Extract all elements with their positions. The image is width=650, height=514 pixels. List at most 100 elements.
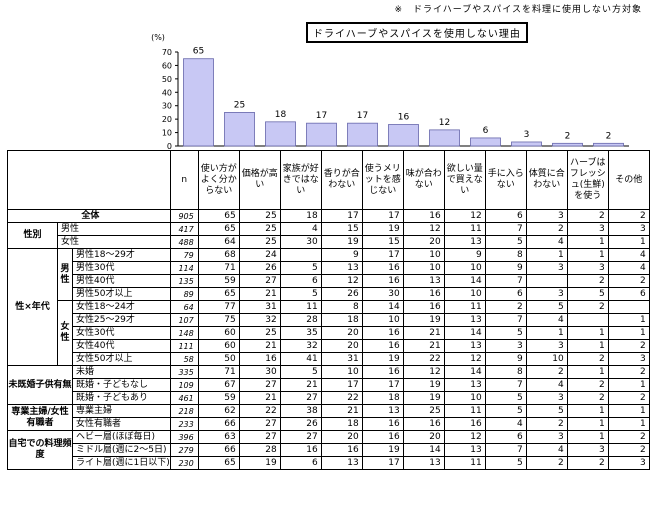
table-cell: 2: [566, 378, 609, 392]
table-cell: 2: [566, 391, 609, 405]
row-label: 専業主婦: [72, 404, 171, 418]
table-cell: 25: [238, 326, 281, 340]
table-cell: 4: [279, 222, 322, 236]
table-cell: 13: [443, 443, 486, 457]
table-cell: 32: [279, 339, 322, 353]
table-row: 女性50才以上 58 50 16 41 31 19 22 12 9 10 2 3: [8, 352, 650, 366]
table-cell: 50: [197, 352, 240, 366]
table-cell: 28: [279, 313, 322, 327]
table-cell: 26: [320, 287, 363, 301]
table-cell: 3: [525, 209, 568, 223]
table-cell: 2: [607, 209, 650, 223]
table-cell: 21: [238, 391, 281, 405]
row-label: 女性25～29才: [72, 313, 171, 327]
row-group-label: 未既婚子供有無: [7, 365, 73, 405]
table-cell: 16: [361, 261, 404, 275]
table-cell: 32: [238, 313, 281, 327]
y-tick-label: 40: [162, 88, 172, 97]
table-cell: 13: [402, 274, 445, 288]
row-n: 107: [169, 313, 199, 327]
table-cell: 16: [402, 287, 445, 301]
table-row: 既婚・子どもあり 461 59 21 27 22 18 19 10 5 3 2 2: [8, 391, 650, 405]
table-row: 女性 488 64 25 30 19 15 20 13 5 4 1 1: [8, 235, 650, 249]
bar: [470, 137, 501, 147]
table-cell: 21: [238, 339, 281, 353]
table-cell: 17: [320, 378, 363, 392]
y-tick-label: 10: [162, 129, 172, 138]
table-cell: 16: [361, 365, 404, 379]
table-cell: 3: [566, 443, 609, 457]
column-header: 家族が好きではない: [279, 150, 322, 210]
table-row: ライト層(週に1日以下) 230 65 19 6 13 17 13 11 5 2 2 3: [8, 456, 650, 470]
y-tick-label: 60: [162, 61, 172, 70]
table-cell: 2: [525, 456, 568, 470]
table-cell: 19: [361, 222, 404, 236]
table-row: 男性50才以上 89 65 21 5 26 30 16 10 6 3 5 6: [8, 287, 650, 301]
table-cell: 66: [197, 443, 240, 457]
table-cell: 17: [361, 248, 404, 262]
table-cell: 2: [525, 365, 568, 379]
table-cell: 25: [238, 209, 281, 223]
table-cell: 1: [566, 339, 609, 353]
table-cell: 10: [443, 287, 486, 301]
table-cell: 16: [361, 326, 404, 340]
table-cell: 3: [525, 261, 568, 275]
bar-value-label: 65: [193, 47, 204, 57]
y-tick-label: 70: [162, 48, 172, 57]
table-cell: 28: [238, 443, 281, 457]
table-cell: 1: [566, 326, 609, 340]
table-cell: 5: [484, 404, 527, 418]
table-cell: 5: [484, 391, 527, 405]
table-cell: 13: [443, 313, 486, 327]
row-n: 109: [169, 378, 199, 392]
table-cell: 3: [566, 222, 609, 236]
table-cell: 1: [607, 404, 650, 418]
row-label: 男性30代: [72, 261, 171, 275]
table-cell: 3: [525, 287, 568, 301]
row-n: 114: [169, 261, 199, 275]
row-n: 905: [169, 209, 199, 223]
table-cell: 17: [361, 378, 404, 392]
table-cell: 20: [320, 339, 363, 353]
y-tick-label: 30: [162, 102, 172, 111]
table-cell: 25: [402, 404, 445, 418]
table-cell: 60: [197, 339, 240, 353]
y-axis-unit: (%): [151, 33, 165, 42]
table-cell: 3: [607, 352, 650, 366]
table-cell: 14: [443, 274, 486, 288]
bar-value-label: 18: [275, 110, 287, 120]
table-cell: 1: [566, 365, 609, 379]
table-cell: 25: [238, 222, 281, 236]
table-cell: 1: [566, 235, 609, 249]
table-cell: 26: [279, 417, 322, 431]
table-cell: 65: [197, 456, 240, 470]
table-cell: 27: [279, 430, 322, 444]
table-cell: 18: [320, 313, 363, 327]
column-header: 欲しい量で買えない: [443, 150, 486, 210]
table-cell: 3: [484, 339, 527, 353]
table-cell: 64: [197, 235, 240, 249]
table-cell: 19: [402, 378, 445, 392]
table-cell: 19: [320, 235, 363, 249]
table-cell: 8: [320, 300, 363, 314]
table-cell: 3: [607, 222, 650, 236]
table-cell: 10: [320, 365, 363, 379]
column-header: 使い方がよく分からない: [197, 150, 240, 210]
header-n: n: [169, 150, 199, 210]
row-n: 396: [169, 430, 199, 444]
table-cell: 7: [484, 378, 527, 392]
row-n: 279: [169, 443, 199, 457]
table-row: 女性40代 111 60 21 32 20 16 21 13 3 3 1 2: [8, 339, 650, 353]
row-label: ミドル層(週に2～5日): [72, 443, 171, 457]
table-cell: 9: [320, 248, 363, 262]
table-row: 女性有職者 233 66 27 26 18 16 16 16 4 2 1 1: [8, 417, 650, 431]
table-cell: 17: [361, 456, 404, 470]
bar: [183, 58, 214, 147]
table-cell: 2: [607, 339, 650, 353]
table-cell: 24: [238, 248, 281, 262]
table-cell: 12: [402, 222, 445, 236]
y-tick-label: 50: [162, 75, 172, 84]
table-cell: 27: [279, 391, 322, 405]
row-label: ライト層(週に1日以下): [72, 456, 171, 470]
table-cell: 13: [443, 339, 486, 353]
